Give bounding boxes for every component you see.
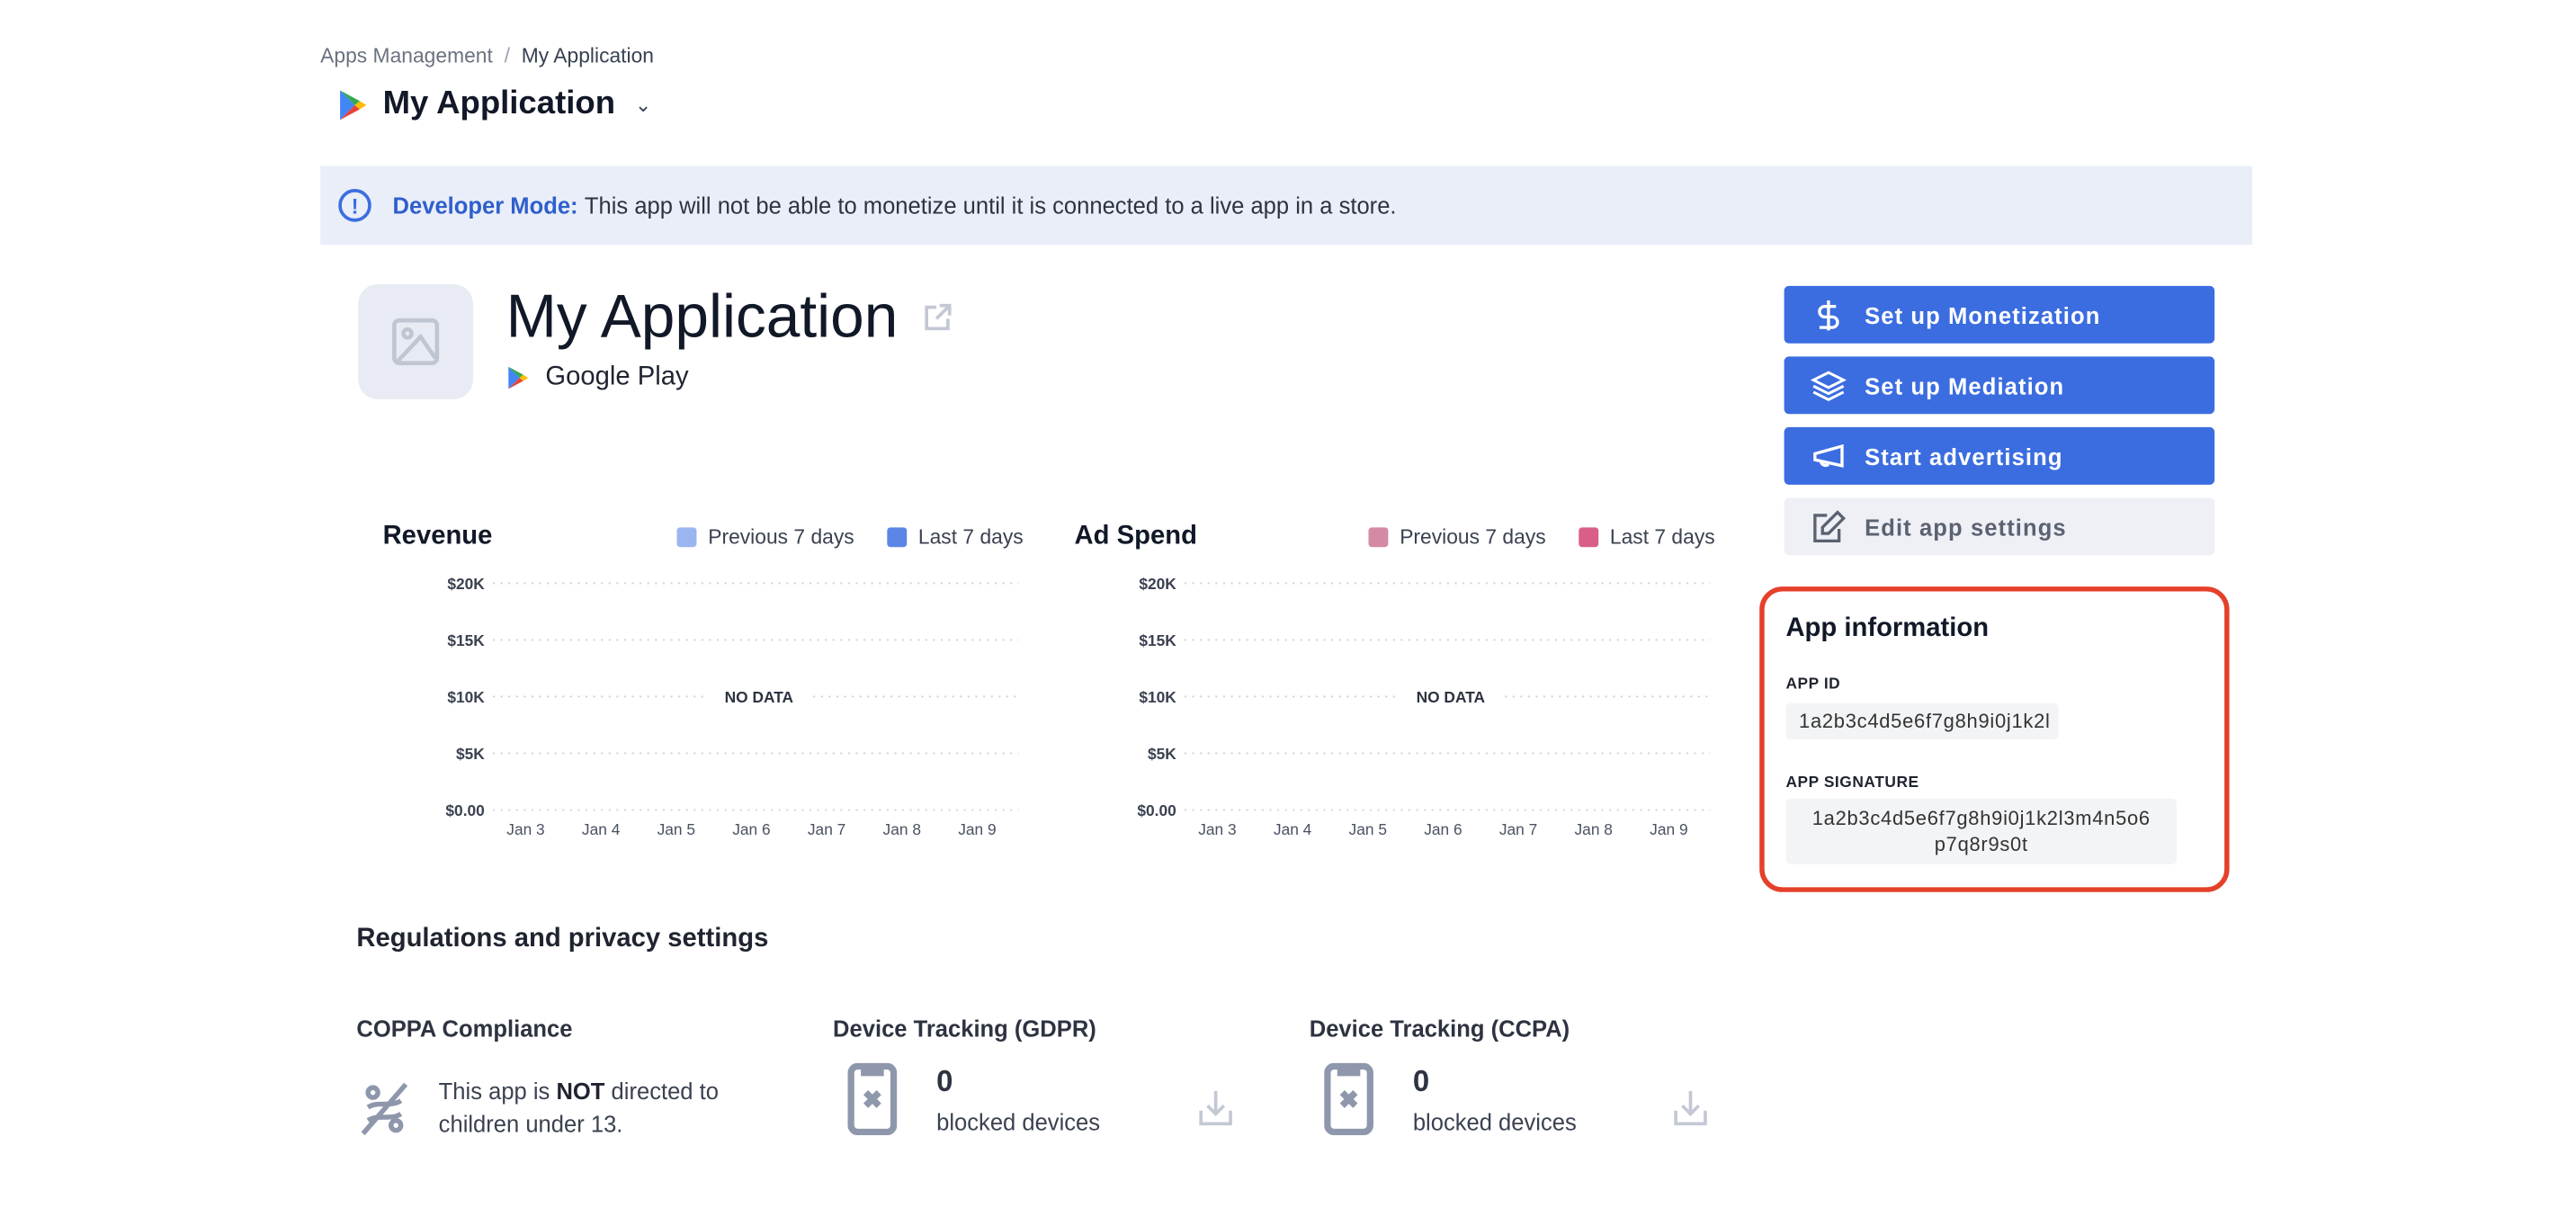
store-name: Google Play	[545, 362, 689, 391]
gdpr-label: blocked devices	[936, 1108, 1101, 1136]
info-icon: !	[338, 189, 371, 222]
legend-label: Last 7 days	[917, 525, 1024, 550]
x-tick-label: Jan 4	[1274, 820, 1312, 838]
legend-swatch	[1368, 527, 1389, 548]
layers-icon	[1810, 370, 1847, 401]
y-tick-label: $10K	[1139, 688, 1176, 706]
app-id-label: APP ID	[1785, 675, 1841, 693]
app-switcher-title: My Application	[382, 85, 616, 122]
dollar-icon	[1818, 300, 1839, 330]
download-icon[interactable]	[1198, 1087, 1234, 1127]
legend-label: Last 7 days	[1609, 525, 1715, 550]
legend-swatch	[887, 527, 908, 548]
chart-plot: $0.00 $5K $10K $15K $20K Jan 3 Jan 4 Jan 5 Jan 6…	[1137, 575, 1711, 838]
x-tick-label: Jan 7	[808, 820, 845, 838]
chart-revenue: Revenue Previous 7 days Last 7 days $0.00 $5…	[383, 517, 1024, 846]
x-tick-label: Jan 8	[1575, 820, 1613, 838]
coppa-not: NOT	[556, 1078, 605, 1105]
no-children-icon	[361, 1082, 408, 1136]
app-id-value[interactable]: 1a2b3c4d5e6f7g8h9i0j1k2l	[1785, 702, 2059, 739]
app-switcher[interactable]: My Application ⌄	[336, 85, 651, 123]
google-play-icon	[508, 366, 529, 389]
x-tick-label: Jan 5	[1349, 820, 1387, 838]
app-icon-placeholder	[358, 283, 474, 399]
breadcrumb-current: My Application	[521, 44, 655, 67]
chart-ad-spend: Ad Spend Previous 7 days Last 7 days $0.00 $…	[1075, 517, 1715, 846]
coppa-title: COPPA Compliance	[356, 1015, 573, 1042]
google-play-icon	[340, 89, 367, 120]
chart-legend: Previous 7 days Last 7 days	[676, 525, 1024, 550]
app-information-panel: App information APP ID 1a2b3c4d5e6f7g8h9…	[1759, 586, 2230, 892]
regulations-title: Regulations and privacy settings	[356, 925, 769, 953]
x-tick-label: Jan 6	[1424, 820, 1462, 838]
breadcrumb-separator: /	[504, 44, 510, 67]
image-icon	[392, 318, 440, 365]
no-data-label: NO DATA	[725, 688, 794, 706]
x-tick-label: Jan 7	[1499, 820, 1537, 838]
ccpa-title: Device Tracking (CCPA)	[1309, 1015, 1570, 1042]
setup-mediation-label: Set up Mediation	[1865, 371, 2065, 398]
x-tick-label: Jan 9	[958, 820, 996, 838]
y-tick-label: $20K	[1139, 575, 1176, 593]
y-tick-label: $0.00	[1137, 801, 1176, 819]
chart-plot: $0.00 $5K $10K $15K $20K Jan 3 Jan 4 Jan 5 Jan 6…	[445, 575, 1019, 838]
banner-label: Developer Mode:	[392, 192, 578, 219]
legend-label: Previous 7 days	[708, 525, 854, 550]
no-data-label: NO DATA	[1417, 688, 1486, 706]
start-advertising-button[interactable]: Start advertising	[1784, 426, 2215, 485]
y-tick-label: $5K	[456, 745, 485, 763]
ccpa-label: blocked devices	[1412, 1108, 1577, 1136]
setup-mediation-button[interactable]: Set up Mediation	[1784, 356, 2215, 415]
x-tick-label: Jan 4	[582, 820, 621, 838]
x-tick-label: Jan 9	[1650, 820, 1687, 838]
banner-message: This app will not be able to monetize un…	[584, 192, 1397, 219]
coppa-status: This app is NOT directed to children und…	[439, 1075, 767, 1141]
edit-app-settings-label: Edit app settings	[1865, 513, 2067, 541]
legend-swatch	[1579, 527, 1599, 548]
y-tick-label: $15K	[1139, 631, 1176, 649]
start-advertising-label: Start advertising	[1865, 443, 2063, 470]
y-tick-label: $10K	[447, 688, 485, 706]
app-title: My Application	[506, 282, 954, 352]
developer-mode-banner: ! Developer Mode: This app will not be ab…	[320, 166, 2253, 246]
legend-swatch	[676, 527, 697, 548]
megaphone-icon	[1813, 443, 1844, 467]
chart-title: Ad Spend	[1074, 522, 1197, 550]
x-tick-label: Jan 8	[883, 820, 921, 838]
gdpr-count: 0	[936, 1064, 953, 1098]
breadcrumb: Apps Management / My Application	[320, 44, 654, 67]
x-tick-label: Jan 3	[1198, 820, 1236, 838]
phone-blocked-icon	[1324, 1062, 1373, 1136]
gdpr-title: Device Tracking (GDPR)	[833, 1015, 1096, 1042]
phone-blocked-icon	[847, 1062, 898, 1136]
ccpa-count: 0	[1412, 1064, 1430, 1098]
store-info: Google Play	[506, 363, 689, 393]
y-tick-label: $5K	[1148, 745, 1176, 763]
app-signature-value[interactable]: 1a2b3c4d5e6f7g8h9i0j1k2l3m4n5o6p7q8r9s0t	[1785, 798, 2178, 864]
y-tick-label: $0.00	[445, 801, 484, 819]
y-tick-label: $15K	[447, 631, 485, 649]
legend-label: Previous 7 days	[1400, 525, 1546, 550]
app-signature-label: APP SIGNATURE	[1785, 774, 1919, 792]
setup-monetization-button[interactable]: Set up Monetization	[1784, 285, 2215, 344]
chart-legend: Previous 7 days Last 7 days	[1368, 525, 1715, 550]
edit-icon	[1813, 509, 1847, 542]
app-information-title: App information	[1785, 614, 1990, 643]
x-tick-label: Jan 5	[657, 820, 695, 838]
coppa-text: This app is	[438, 1078, 557, 1105]
chevron-down-icon: ⌄	[634, 93, 652, 116]
x-tick-label: Jan 6	[732, 820, 770, 838]
breadcrumb-apps-management[interactable]: Apps Management	[320, 44, 493, 67]
chart-title: Revenue	[382, 522, 493, 550]
setup-monetization-label: Set up Monetization	[1865, 301, 2101, 328]
y-tick-label: $20K	[447, 575, 485, 593]
external-link-icon[interactable]	[921, 300, 954, 334]
x-tick-label: Jan 3	[506, 820, 544, 838]
app-title-text: My Application	[505, 282, 899, 351]
edit-app-settings-button[interactable]: Edit app settings	[1784, 497, 2215, 556]
coppa-text: directed to children under 13.	[438, 1078, 719, 1137]
download-icon[interactable]	[1672, 1087, 1708, 1127]
